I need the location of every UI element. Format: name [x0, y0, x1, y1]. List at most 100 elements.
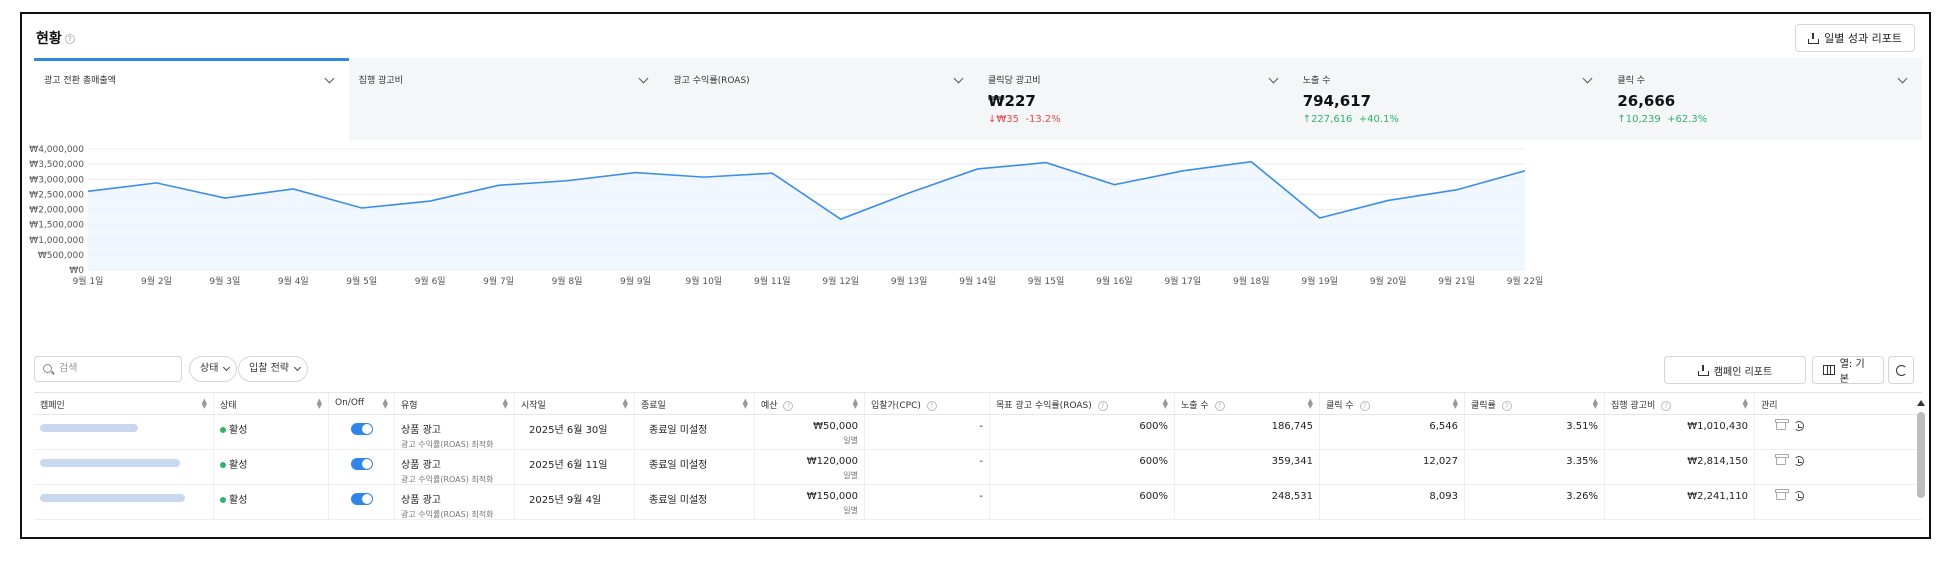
x-tick-label: 9월 19일: [1301, 275, 1338, 287]
campaign-toggle[interactable]: [350, 493, 373, 505]
sort-icon[interactable]: ▲ ▼: [852, 397, 858, 410]
header-label: 클릭률: [1471, 401, 1496, 411]
budget-value: ₩50,000: [813, 421, 858, 432]
history-icon[interactable]: [1794, 491, 1804, 501]
sort-icon[interactable]: ▲ ▼: [316, 397, 322, 410]
col-ctr[interactable]: 클릭률 ? ▲ ▼: [1465, 393, 1605, 414]
header-label: 예산: [761, 401, 778, 411]
col-cpc[interactable]: 입찰가(CPC) ?: [865, 393, 990, 414]
campaign-name-link[interactable]: [34, 450, 214, 484]
col-type[interactable]: 유형 ▲ ▼: [395, 393, 515, 414]
search-icon: [43, 364, 52, 373]
sort-icon[interactable]: ▲ ▼: [382, 397, 388, 410]
table-row[interactable]: 활성 상품 광고 광고 수익률(ROAS) 최적화 2025년 6월 30일 종료…: [34, 415, 1922, 450]
campaign-toggle[interactable]: [350, 423, 373, 435]
sort-icon[interactable]: ▲ ▼: [1307, 397, 1313, 410]
daily-report-button[interactable]: 일별 성과 리포트: [1795, 24, 1915, 52]
col-spend[interactable]: 집행 광고비 ? ▲ ▼: [1605, 393, 1755, 414]
end-cell: 종료일 미설정: [635, 485, 755, 519]
table-scrollbar[interactable]: [1917, 400, 1925, 537]
x-tick-label: 9월 12일: [822, 275, 859, 287]
help-icon[interactable]: ?: [926, 400, 937, 411]
scroll-up-arrow-icon[interactable]: [1917, 400, 1925, 406]
col-budget[interactable]: 예산 ? ▲ ▼: [755, 393, 865, 414]
sort-icon[interactable]: ▲ ▼: [1162, 397, 1168, 410]
search-input[interactable]: 검색: [34, 356, 182, 382]
col-end[interactable]: 종료일 ▲ ▼: [635, 393, 755, 414]
sort-icon[interactable]: ▲ ▼: [1592, 397, 1598, 410]
y-tick-label: ₩0: [69, 266, 84, 276]
help-icon[interactable]: ?: [1214, 400, 1225, 411]
help-icon[interactable]: ?: [1097, 400, 1108, 411]
help-icon[interactable]: ?: [64, 34, 75, 44]
type-text: 상품 광고: [401, 495, 441, 506]
metric-label: 광고 전환 총매출액: [44, 76, 116, 86]
col-onoff[interactable]: On/Off ▲ ▼: [329, 393, 395, 414]
sort-icon[interactable]: ▲ ▼: [742, 397, 748, 410]
col-status[interactable]: 상태 ▲ ▼: [214, 393, 329, 414]
area-fill: [88, 161, 1525, 270]
roas-cell: 600%: [990, 485, 1175, 519]
col-clicks[interactable]: 클릭 수 ? ▲ ▼: [1320, 393, 1465, 414]
sort-icon[interactable]: ▲ ▼: [622, 397, 628, 410]
history-icon[interactable]: [1794, 421, 1804, 431]
manage-cell: [1755, 485, 1825, 519]
metric-tab-spend[interactable]: 집행 광고비: [349, 58, 664, 140]
header-label: 집행 광고비: [1611, 401, 1656, 411]
metric-tab-clicks[interactable]: 클릭 수 26,666 ↑10,239 +62.3%: [1607, 58, 1922, 140]
table-row[interactable]: 활성 상품 광고 광고 수익률(ROAS) 최적화 2025년 9월 4일 종료일…: [34, 485, 1922, 520]
y-tick-label: ₩500,000: [38, 251, 84, 261]
table-row[interactable]: 활성 상품 광고 광고 수익률(ROAS) 최적화 2025년 6월 11일 종료…: [34, 450, 1922, 485]
archive-icon[interactable]: [1775, 454, 1789, 465]
status-dot-icon: [220, 497, 226, 503]
cpc-cell: -: [865, 415, 990, 449]
bid-strategy-filter-button[interactable]: 입찰 전략: [238, 356, 308, 382]
archive-icon[interactable]: [1775, 489, 1789, 500]
col-start[interactable]: 시작일 ▲ ▼: [515, 393, 635, 414]
campaign-name-link[interactable]: [34, 415, 214, 449]
help-icon[interactable]: ?: [783, 400, 794, 411]
campaign-report-button[interactable]: 캠페인 리포트: [1664, 356, 1806, 384]
sort-icon[interactable]: ▲ ▼: [502, 397, 508, 410]
col-impressions[interactable]: 노출 수 ? ▲ ▼: [1175, 393, 1320, 414]
metric-value: ₩227: [988, 92, 1036, 110]
refresh-button[interactable]: [1888, 356, 1914, 384]
archive-icon[interactable]: [1775, 419, 1789, 430]
impressions-cell: 186,745: [1175, 415, 1320, 449]
sort-icon[interactable]: ▲ ▼: [1742, 397, 1748, 410]
campaign-link-blurred[interactable]: [40, 424, 138, 432]
header-label: 목표 광고 수익률(ROAS): [996, 401, 1092, 411]
metric-tab-cpc[interactable]: 클릭당 광고비 ₩227 ↓₩35 -13.2%: [978, 58, 1293, 140]
help-icon[interactable]: ?: [1501, 400, 1512, 411]
sort-icon[interactable]: ▲ ▼: [201, 397, 207, 410]
budget-period: 일별: [843, 436, 858, 445]
delta-abs: ↓₩35: [988, 114, 1020, 125]
campaign-toggle[interactable]: [350, 458, 373, 470]
x-tick-label: 9월 7일: [483, 275, 514, 287]
metric-tab-impressions[interactable]: 노출 수 794,617 ↑227,616 +40.1%: [1293, 58, 1608, 140]
type-text: 상품 광고: [401, 425, 441, 436]
scroll-thumb[interactable]: [1917, 412, 1925, 498]
metric-tab-roas[interactable]: 광고 수익률(ROAS): [663, 58, 978, 140]
help-icon[interactable]: ?: [1359, 400, 1370, 411]
delta-abs: ↑227,616: [1302, 114, 1353, 125]
col-roas[interactable]: 목표 광고 수익률(ROAS) ? ▲ ▼: [990, 393, 1175, 414]
history-icon[interactable]: [1794, 456, 1804, 466]
campaign-link-blurred[interactable]: [40, 494, 185, 502]
metric-delta: ↓₩35 -13.2%: [988, 114, 1285, 125]
roas-cell: 600%: [990, 450, 1175, 484]
page-title-text: 현황: [36, 31, 62, 47]
campaign-name-link[interactable]: [34, 485, 214, 519]
col-campaign[interactable]: 캠페인 ▲ ▼: [34, 393, 214, 414]
header-label: 클릭 수: [1326, 401, 1354, 411]
series-line: [87, 160, 1526, 221]
help-icon[interactable]: ?: [1661, 400, 1672, 411]
campaign-link-blurred[interactable]: [40, 459, 180, 467]
status-filter-button[interactable]: 상태: [189, 356, 238, 382]
columns-button[interactable]: 열: 기본: [1812, 356, 1884, 385]
clicks-cell: 6,546: [1320, 415, 1465, 449]
budget-period: 일별: [843, 471, 858, 480]
sort-icon[interactable]: ▲ ▼: [1452, 397, 1458, 410]
metric-tab-sales[interactable]: 광고 전환 총매출액: [34, 58, 349, 140]
x-tick-label: 9월 9일: [620, 275, 651, 287]
